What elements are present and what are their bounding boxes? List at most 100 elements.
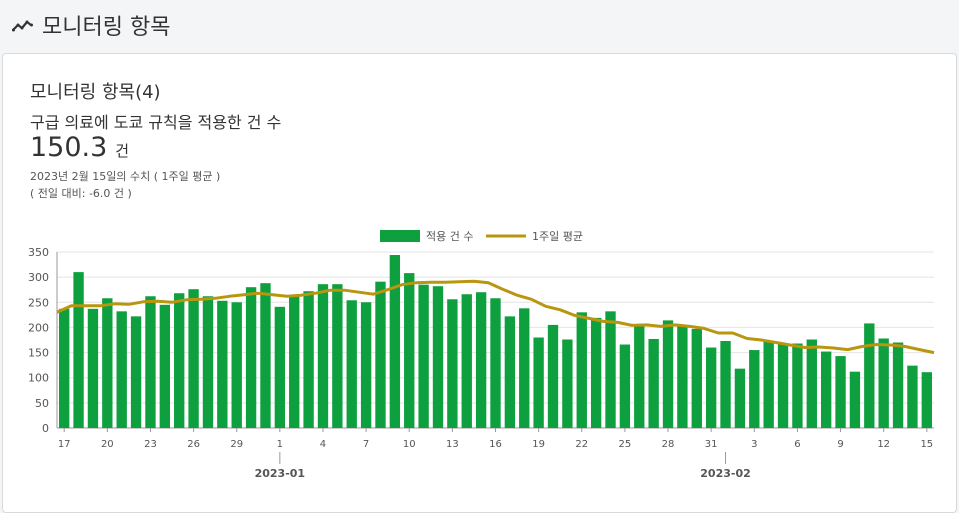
bar: [432, 286, 444, 428]
chart-legend[interactable]: 적용 건 수 1주일 평균: [380, 229, 583, 243]
bar: [605, 311, 616, 428]
bar: [648, 338, 659, 428]
bar: [864, 323, 875, 428]
metric-unit: 건: [115, 142, 130, 160]
x-tick-label: 25: [619, 439, 632, 450]
bar: [202, 296, 214, 428]
bar: [878, 338, 889, 428]
month-label: 2023-01: [255, 467, 306, 480]
x-tick-label: 20: [101, 439, 114, 450]
y-tick-label: 100: [28, 372, 49, 385]
metric-value-group: 150.3 건: [30, 132, 129, 163]
bar: [274, 306, 286, 428]
card-title: 모니터링 항목(4): [30, 82, 161, 103]
bar: [461, 294, 472, 428]
metric-value: 150.3: [30, 132, 108, 163]
x-tick-label: 3: [751, 439, 757, 450]
bar: [849, 371, 861, 428]
x-tick-label: 19: [532, 439, 545, 450]
x-tick-label: 15: [920, 439, 933, 450]
bar: [921, 372, 932, 428]
bar: [662, 320, 674, 428]
y-tick-label: 250: [28, 296, 49, 309]
bar: [59, 308, 70, 428]
bar: [332, 284, 343, 428]
bar: [777, 343, 789, 428]
bar: [360, 302, 372, 428]
x-tick-label: 13: [446, 439, 459, 450]
bar: [102, 298, 113, 428]
x-tick-label: 7: [363, 439, 369, 450]
bar: [73, 272, 84, 428]
bar: [691, 328, 702, 428]
legend-label-bars: 적용 건 수: [426, 230, 473, 243]
bar: [289, 296, 300, 428]
legend-label-line: 1주일 평균: [532, 229, 583, 243]
bar: [116, 311, 127, 428]
bar: [720, 341, 731, 428]
x-tick-label: 26: [187, 439, 200, 450]
bar: [619, 344, 631, 428]
bar: [576, 312, 587, 428]
bar: [734, 368, 746, 428]
bar: [763, 341, 774, 428]
bar: [562, 339, 573, 428]
trend-line-icon: [12, 20, 33, 32]
bar: [792, 343, 803, 428]
bar: [634, 325, 645, 428]
bar: [490, 298, 501, 428]
bar: [231, 302, 242, 428]
y-tick-label: 350: [28, 246, 49, 259]
metric-diff-note: ( 전일 대비: -6.0 건 ): [30, 187, 132, 200]
metric-date-note: 2023년 2월 15일의 수치 ( 1주일 평균 ): [30, 170, 221, 183]
x-tick-label: 17: [58, 439, 71, 450]
bar: [303, 291, 314, 428]
bar: [174, 293, 185, 428]
bar: [346, 300, 357, 428]
bar: [705, 347, 717, 428]
bar: [547, 324, 559, 428]
bar: [504, 316, 516, 428]
x-tick-label: 10: [403, 439, 416, 450]
metric-description: 구급 의료에 도쿄 규칙을 적용한 건 수: [30, 113, 282, 132]
x-tick-label: 4: [320, 439, 326, 450]
bar: [749, 350, 760, 428]
x-tick-label: 29: [230, 439, 243, 450]
bar: [389, 255, 401, 428]
bar: [375, 281, 386, 428]
bar: [418, 284, 429, 428]
page-title: 모니터링 항목: [42, 15, 171, 40]
x-tick-label: 12: [877, 439, 890, 450]
y-tick-label: 50: [35, 397, 49, 410]
bar: [533, 337, 544, 428]
bar: [260, 283, 271, 428]
bar: [130, 316, 142, 428]
y-tick-label: 0: [42, 422, 49, 435]
bar: [907, 365, 918, 428]
bar: [677, 325, 688, 428]
bar: [404, 273, 415, 428]
month-label: 2023-02: [700, 467, 751, 480]
bar: [317, 284, 329, 428]
bar: [447, 299, 458, 428]
bar: [87, 308, 99, 428]
y-tick-label: 200: [28, 321, 49, 334]
bar: [145, 296, 156, 428]
y-tick-label: 300: [28, 271, 49, 284]
x-tick-label: 6: [794, 439, 800, 450]
y-tick-label: 150: [28, 347, 49, 360]
legend-swatch-bars: [380, 230, 420, 242]
bar: [820, 351, 832, 428]
bar: [245, 287, 257, 428]
bar: [892, 342, 904, 428]
x-tick-label: 9: [837, 439, 843, 450]
bar: [519, 308, 530, 428]
bar: [159, 304, 171, 428]
x-tick-label: 1: [277, 439, 283, 450]
bar: [188, 289, 199, 428]
x-tick-label: 16: [489, 439, 502, 450]
bar: [590, 317, 602, 428]
page-header: 모니터링 항목: [0, 0, 959, 50]
x-tick-label: 22: [575, 439, 588, 450]
